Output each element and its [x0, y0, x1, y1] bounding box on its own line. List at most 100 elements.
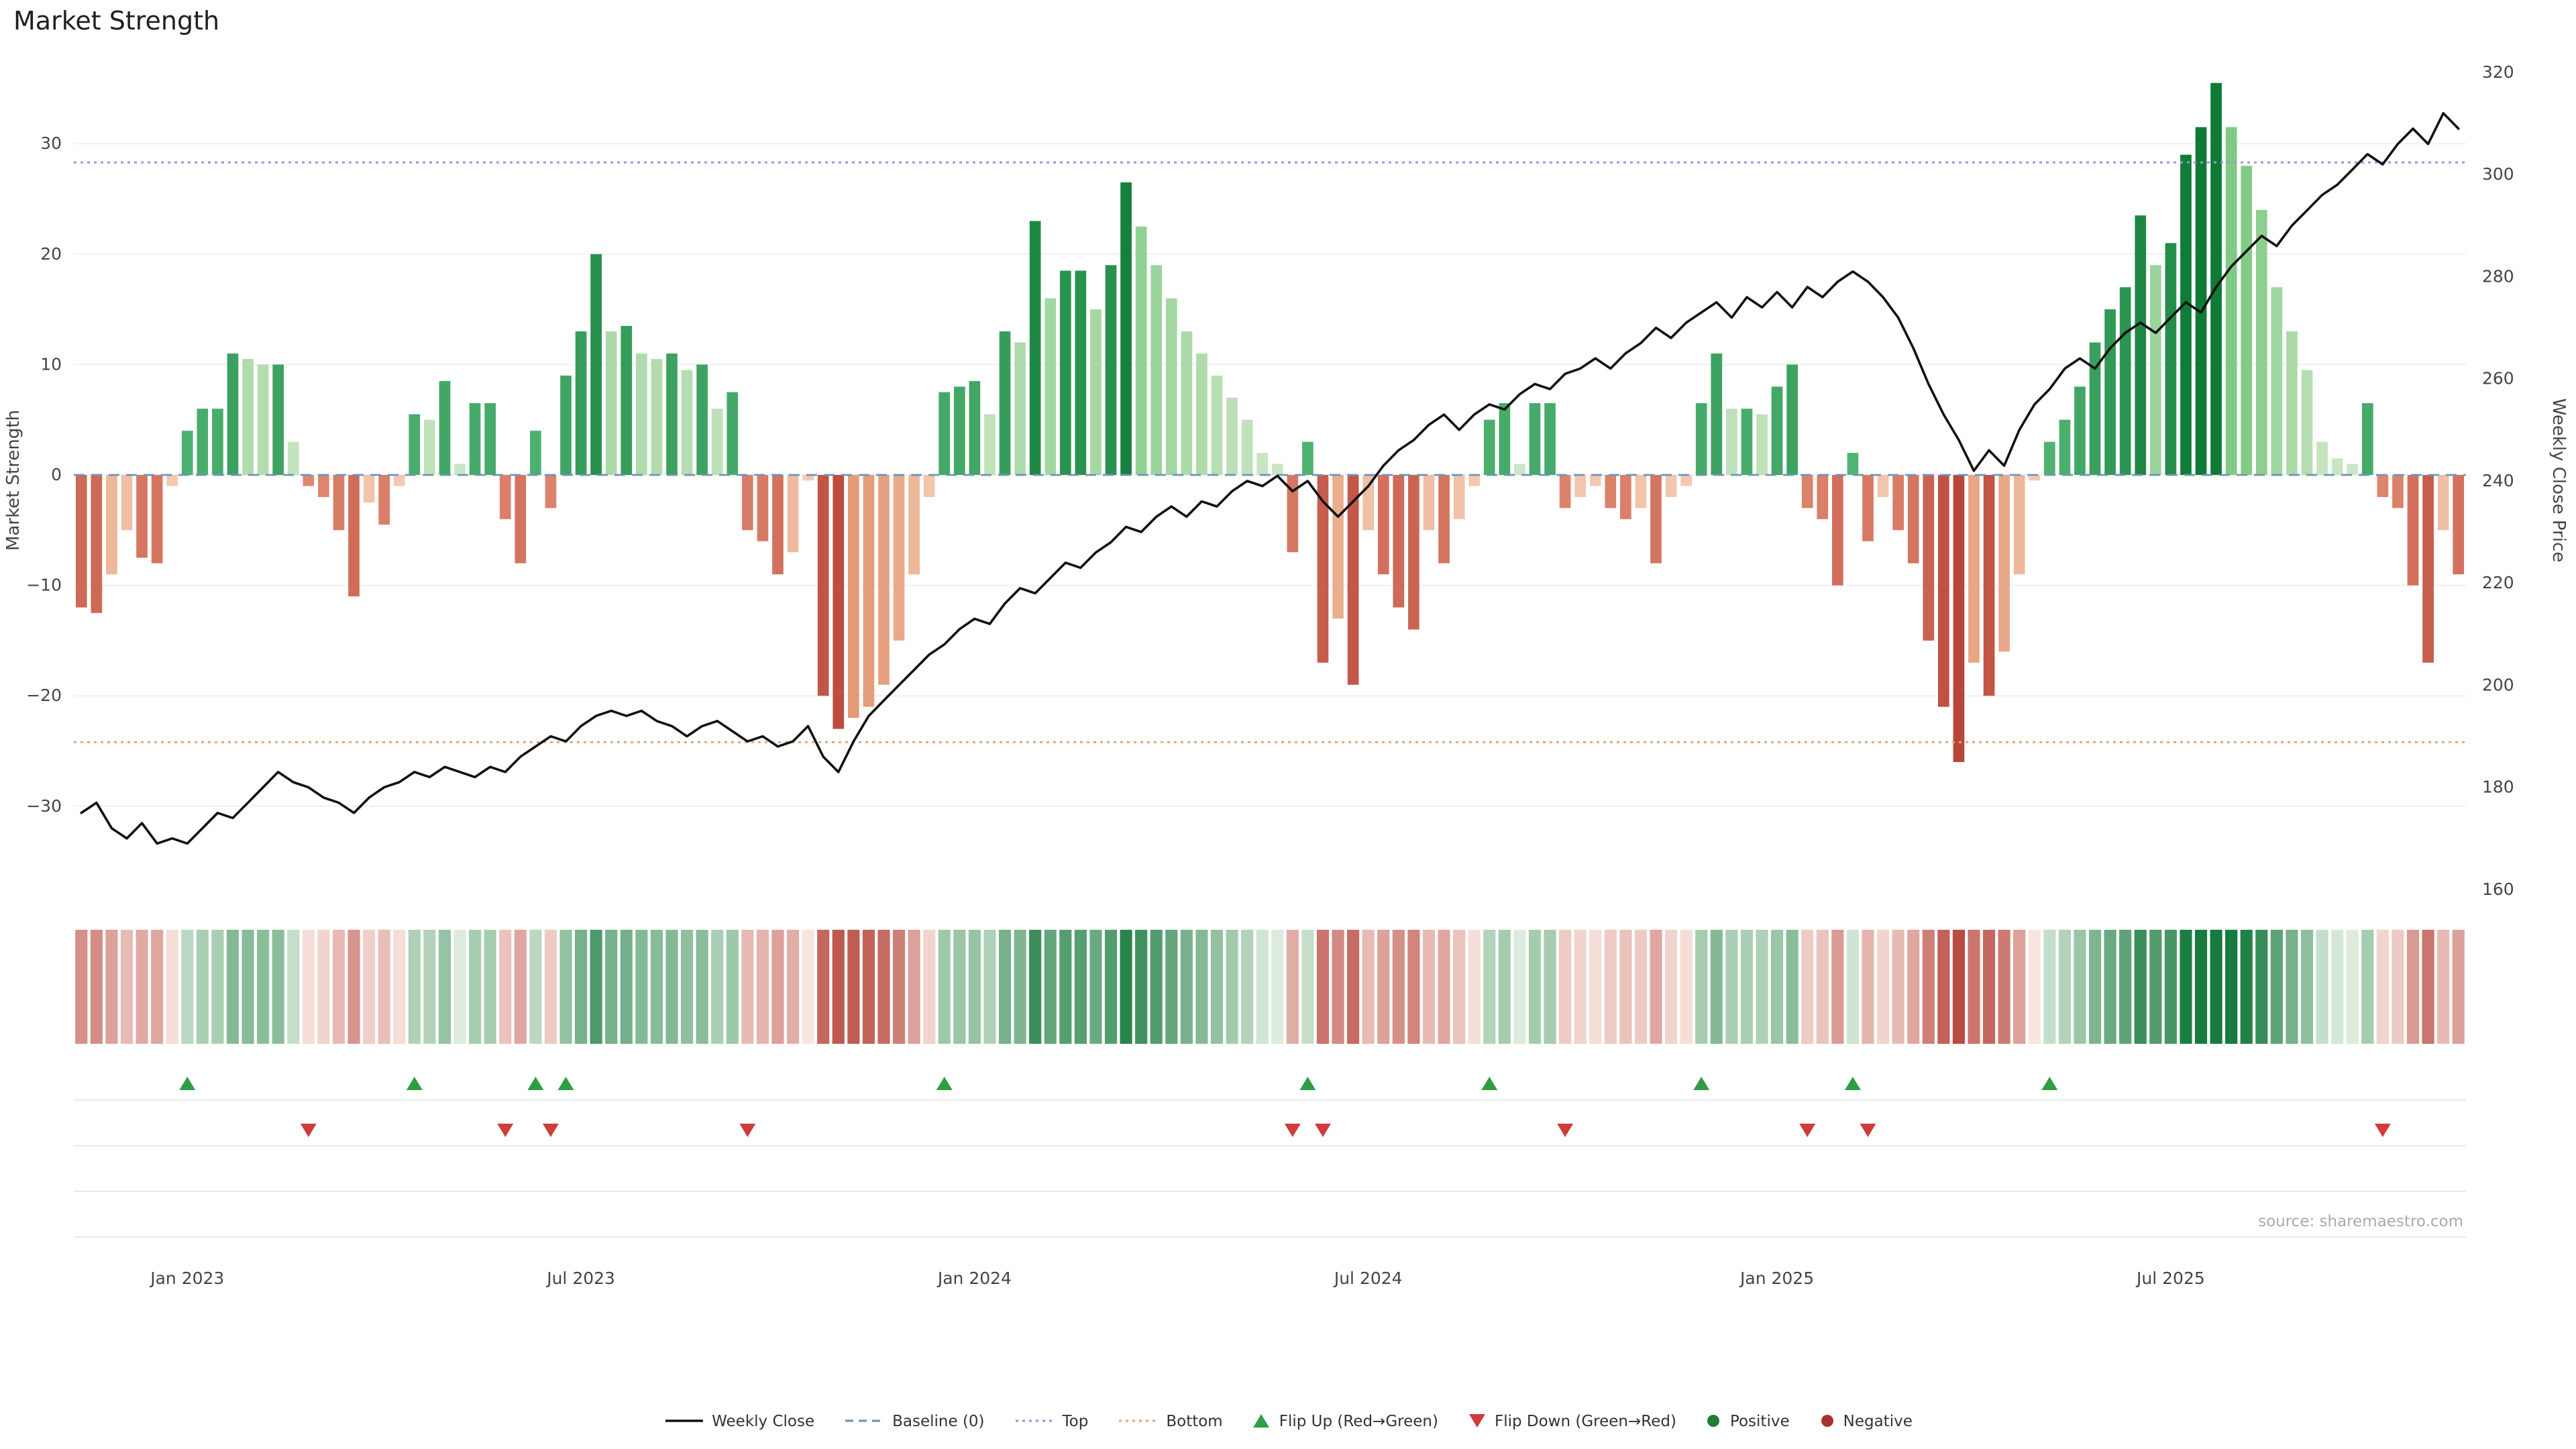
strength-bar — [439, 381, 451, 475]
strength-bar — [605, 331, 617, 475]
strength-bar — [711, 409, 723, 475]
left-axis-labels: −30 −20 −10 0 10 20 30 — [26, 133, 62, 816]
heatmap-cell — [1725, 930, 1738, 1044]
heatmap-cell — [1029, 930, 1042, 1044]
heatmap-cell — [2043, 930, 2056, 1044]
heatmap-cell — [272, 930, 284, 1044]
left-tick-label: 30 — [40, 133, 62, 153]
strength-bar — [227, 353, 239, 475]
strength-bar — [1514, 464, 1525, 475]
strength-bar — [938, 392, 951, 475]
heatmap-cell — [1982, 930, 1996, 1044]
strength-heatmap — [75, 930, 2465, 1044]
strength-bar — [454, 464, 466, 475]
strength-bar — [2074, 386, 2086, 475]
flip-up-marker — [2041, 1077, 2058, 1090]
strength-bar — [1453, 475, 1465, 519]
heatmap-cell — [1756, 930, 1768, 1044]
heatmap-cell — [741, 930, 754, 1044]
heatmap-cell — [1392, 930, 1405, 1044]
flip-up-marker — [557, 1077, 574, 1090]
legend-item: Flip Up (Red→Green) — [1252, 1411, 1438, 1430]
heatmap-cell — [711, 930, 724, 1044]
flip-down-marker — [1860, 1124, 1876, 1137]
strength-bar — [121, 475, 133, 531]
flip-up-marker — [1299, 1077, 1316, 1090]
strength-bar — [2149, 265, 2161, 475]
heatmap-cell — [1695, 930, 1708, 1044]
strength-bar — [1756, 414, 1768, 475]
strength-bar — [2104, 309, 2116, 475]
strength-bar — [1014, 342, 1026, 475]
strength-bar — [984, 414, 996, 475]
legend-item: Positive — [1706, 1411, 1790, 1430]
reference-lines — [74, 161, 2466, 743]
heatmap-cell — [2149, 930, 2162, 1044]
heatmap-cell — [2361, 930, 2374, 1044]
strength-bar — [1211, 375, 1223, 475]
heatmap-cell — [1195, 930, 1208, 1044]
strength-bar — [1256, 453, 1269, 475]
strength-bar — [1499, 403, 1511, 475]
heatmap-cell — [196, 930, 209, 1044]
x-tick-label: Jul 2024 — [1333, 1269, 1403, 1288]
flip-up-marker — [406, 1077, 423, 1090]
flip-down-marker — [542, 1124, 559, 1137]
legend-label: Weekly Close — [712, 1411, 815, 1430]
strength-bar — [1680, 475, 1693, 486]
heatmap-cell — [423, 930, 436, 1044]
strength-bar — [1589, 475, 1601, 486]
strength-bar — [1241, 419, 1253, 475]
heatmap-cell — [2331, 930, 2344, 1044]
heatmap-cell — [241, 930, 254, 1044]
heatmap-cell — [1528, 930, 1542, 1044]
heatmap-cell — [953, 930, 966, 1044]
top-line-icon — [1014, 1413, 1055, 1429]
strength-bar — [1817, 475, 1829, 519]
strength-bar — [151, 475, 163, 564]
heatmap-cell — [1453, 930, 1466, 1044]
heatmap-cell — [257, 930, 270, 1044]
heatmap-cell — [938, 930, 951, 1044]
strength-bar — [666, 353, 678, 475]
strength-bar — [741, 475, 753, 531]
strength-bar — [863, 475, 875, 707]
heatmap-cell — [1634, 930, 1648, 1044]
strength-bar — [1090, 309, 1102, 475]
heatmap-cell — [590, 930, 602, 1044]
source-attribution: source: sharemaestro.com — [2258, 1212, 2463, 1230]
strength-bar — [1741, 409, 1753, 475]
heatmap-cell — [2376, 930, 2389, 1044]
strength-bar — [1998, 475, 2010, 652]
heatmap-cell — [181, 930, 194, 1044]
strength-bar — [772, 475, 784, 575]
strength-bar — [1968, 475, 1980, 663]
flip-down-marker — [1284, 1124, 1301, 1137]
strength-bar — [1711, 353, 1723, 475]
strength-bar — [2377, 475, 2389, 497]
flip-down-triangle-icon — [1468, 1413, 1487, 1429]
strength-bar — [1529, 403, 1541, 475]
heatmap-cell — [559, 930, 572, 1044]
right-axis-title: Weekly Close Price — [2548, 398, 2569, 563]
strength-bar — [893, 475, 905, 641]
heatmap-cell — [1362, 930, 1375, 1044]
strength-bar — [1847, 453, 1859, 475]
heatmap-cell — [2134, 930, 2147, 1044]
heatmap-cell — [1892, 930, 1904, 1044]
heatmap-cell — [1089, 930, 1102, 1044]
heatmap-cell — [484, 930, 496, 1044]
heatmap-cell — [211, 930, 224, 1044]
strength-bar — [1574, 475, 1587, 497]
strength-bar — [1559, 475, 1571, 508]
strength-bar — [1438, 475, 1450, 564]
heatmap-cell — [817, 930, 830, 1044]
strength-bar — [166, 475, 178, 486]
heatmap-cell — [1483, 930, 1496, 1044]
strength-bar — [2255, 209, 2267, 475]
strength-bar — [136, 475, 148, 558]
strength-bar — [545, 475, 557, 508]
strength-bar — [2241, 166, 2253, 475]
strength-bar — [787, 475, 799, 553]
strength-bar — [1362, 475, 1375, 531]
